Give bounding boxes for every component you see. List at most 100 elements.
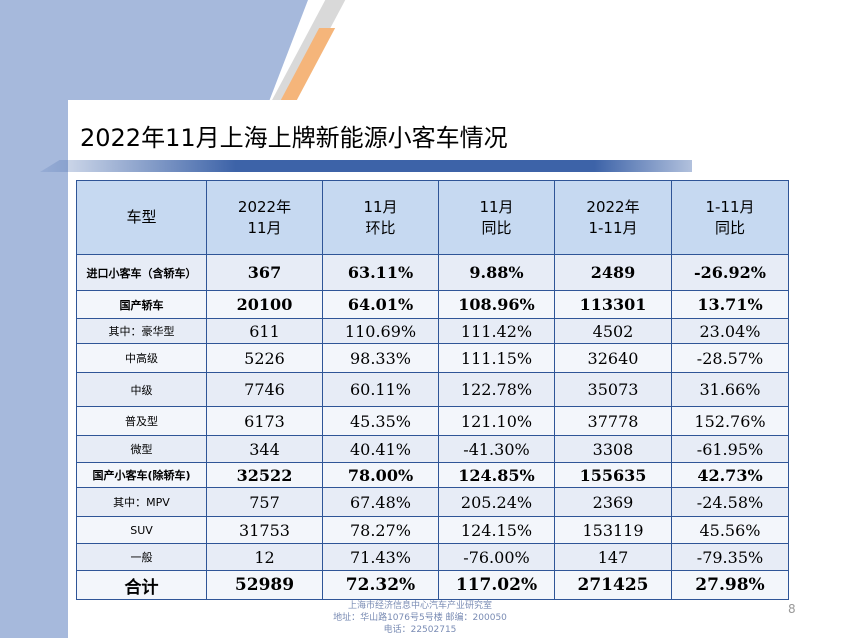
- value-cell: 4502: [554, 318, 672, 344]
- value-cell: 6173: [206, 406, 323, 436]
- row-label-cell: 国产轿车: [76, 290, 207, 319]
- value-cell: 71.43%: [322, 543, 439, 571]
- row-label-cell: 其中：MPV: [76, 487, 207, 517]
- header-cell: 车型: [76, 180, 207, 255]
- value-cell: 271425: [554, 570, 672, 600]
- table-row: 其中：豪华型 611 110.69% 111.42% 4502 23.04%: [76, 318, 789, 344]
- value-cell: 31753: [206, 516, 323, 544]
- value-cell: 40.41%: [322, 435, 439, 463]
- value-cell: 98.33%: [322, 343, 439, 373]
- header-cell: 2022年 1-11月: [554, 180, 672, 255]
- value-cell: 45.56%: [671, 516, 789, 544]
- value-cell: 31.66%: [671, 372, 789, 407]
- header-cell: 11月 同比: [438, 180, 555, 255]
- value-cell: 122.78%: [438, 372, 555, 407]
- header-cell: 1-11月 同比: [671, 180, 789, 255]
- value-cell: 20100: [206, 290, 323, 319]
- header-row: 车型 2022年 11月 11月 环比 11月 同比 2022年 1-11月 1-11月…: [76, 180, 789, 255]
- value-cell: 108.96%: [438, 290, 555, 319]
- value-cell: 63.11%: [322, 254, 439, 291]
- value-cell: -26.92%: [671, 254, 789, 291]
- table-row: 进口小客车（含轿车） 367 63.11% 9.88% 2489 -26.92%: [76, 254, 789, 291]
- value-cell: 64.01%: [322, 290, 439, 319]
- value-cell: 152.76%: [671, 406, 789, 436]
- table-row: 中高级 5226 98.33% 111.15% 32640 -28.57%: [76, 343, 789, 373]
- row-label-cell: 普及型: [76, 406, 207, 436]
- table-row: 微型 344 40.41% -41.30% 3308 -61.95%: [76, 435, 789, 463]
- footer-phone: 电话：22502715: [383, 625, 457, 635]
- table-row: SUV 31753 78.27% 124.15% 153119 45.56%: [76, 516, 789, 544]
- table-row: 一般 12 71.43% -76.00% 147 -79.35%: [76, 543, 789, 571]
- title-underline-bar: [40, 160, 692, 172]
- header-cell: 11月 环比: [322, 180, 439, 255]
- left-decor-band: [0, 0, 68, 638]
- value-cell: 205.24%: [438, 487, 555, 517]
- value-cell: 72.32%: [322, 570, 439, 600]
- value-cell: 2369: [554, 487, 672, 517]
- value-cell: 2489: [554, 254, 672, 291]
- page-number: 8: [788, 602, 796, 616]
- footer-address: 地址：华山路1076号5号楼 邮编：200050: [333, 613, 507, 623]
- row-label-cell: SUV: [76, 516, 207, 544]
- footer-org: 上海市经济信息中心汽车产业研究室: [347, 601, 492, 611]
- top-decor-band: [68, 0, 308, 100]
- row-label-cell: 一般: [76, 543, 207, 571]
- value-cell: -79.35%: [671, 543, 789, 571]
- value-cell: 23.04%: [671, 318, 789, 344]
- value-cell: 155635: [554, 462, 672, 488]
- table-row: 普及型 6173 45.35% 121.10% 37778 152.76%: [76, 406, 789, 436]
- value-cell: 111.42%: [438, 318, 555, 344]
- value-cell: 13.71%: [671, 290, 789, 319]
- table-row: 其中：MPV 757 67.48% 205.24% 2369 -24.58%: [76, 487, 789, 517]
- value-cell: 37778: [554, 406, 672, 436]
- value-cell: -24.58%: [671, 487, 789, 517]
- value-cell: 67.48%: [322, 487, 439, 517]
- value-cell: -41.30%: [438, 435, 555, 463]
- row-label-cell: 其中：豪华型: [76, 318, 207, 344]
- value-cell: 3308: [554, 435, 672, 463]
- row-label-cell: 微型: [76, 435, 207, 463]
- row-label-cell: 合计: [76, 570, 207, 600]
- value-cell: 7746: [206, 372, 323, 407]
- table-row: 国产轿车 20100 64.01% 108.96% 113301 13.71%: [76, 290, 789, 319]
- header-cell: 2022年 11月: [206, 180, 323, 255]
- value-cell: 113301: [554, 290, 672, 319]
- table-row: 国产小客车(除轿车) 32522 78.00% 124.85% 155635 42.73%: [76, 462, 789, 488]
- footer-contact: 上海市经济信息中心汽车产业研究室 地址：华山路1076号5号楼 邮编：20005…: [200, 600, 640, 636]
- data-table: 车型 2022年 11月 11月 环比 11月 同比 2022年 1-11月 1-11月…: [76, 180, 789, 600]
- row-label-cell: 中级: [76, 372, 207, 407]
- value-cell: 27.98%: [671, 570, 789, 600]
- value-cell: 42.73%: [671, 462, 789, 488]
- value-cell: 121.10%: [438, 406, 555, 436]
- value-cell: 367: [206, 254, 323, 291]
- table-row: 中级 7746 60.11% 122.78% 35073 31.66%: [76, 372, 789, 407]
- row-label-cell: 国产小客车(除轿车): [76, 462, 207, 488]
- value-cell: -28.57%: [671, 343, 789, 373]
- slide-title: 2022年11月上海上牌新能源小客车情况: [80, 124, 508, 152]
- value-cell: 78.00%: [322, 462, 439, 488]
- value-cell: 45.35%: [322, 406, 439, 436]
- value-cell: 32640: [554, 343, 672, 373]
- value-cell: -76.00%: [438, 543, 555, 571]
- table-row: 合计 52989 72.32% 117.02% 271425 27.98%: [76, 570, 789, 600]
- row-label-cell: 进口小客车（含轿车）: [76, 254, 207, 291]
- value-cell: 35073: [554, 372, 672, 407]
- value-cell: 111.15%: [438, 343, 555, 373]
- value-cell: -61.95%: [671, 435, 789, 463]
- value-cell: 124.15%: [438, 516, 555, 544]
- value-cell: 52989: [206, 570, 323, 600]
- value-cell: 757: [206, 487, 323, 517]
- value-cell: 12: [206, 543, 323, 571]
- value-cell: 110.69%: [322, 318, 439, 344]
- value-cell: 117.02%: [438, 570, 555, 600]
- value-cell: 147: [554, 543, 672, 571]
- value-cell: 32522: [206, 462, 323, 488]
- value-cell: 9.88%: [438, 254, 555, 291]
- row-label-cell: 中高级: [76, 343, 207, 373]
- value-cell: 60.11%: [322, 372, 439, 407]
- value-cell: 124.85%: [438, 462, 555, 488]
- value-cell: 78.27%: [322, 516, 439, 544]
- value-cell: 5226: [206, 343, 323, 373]
- value-cell: 611: [206, 318, 323, 344]
- value-cell: 344: [206, 435, 323, 463]
